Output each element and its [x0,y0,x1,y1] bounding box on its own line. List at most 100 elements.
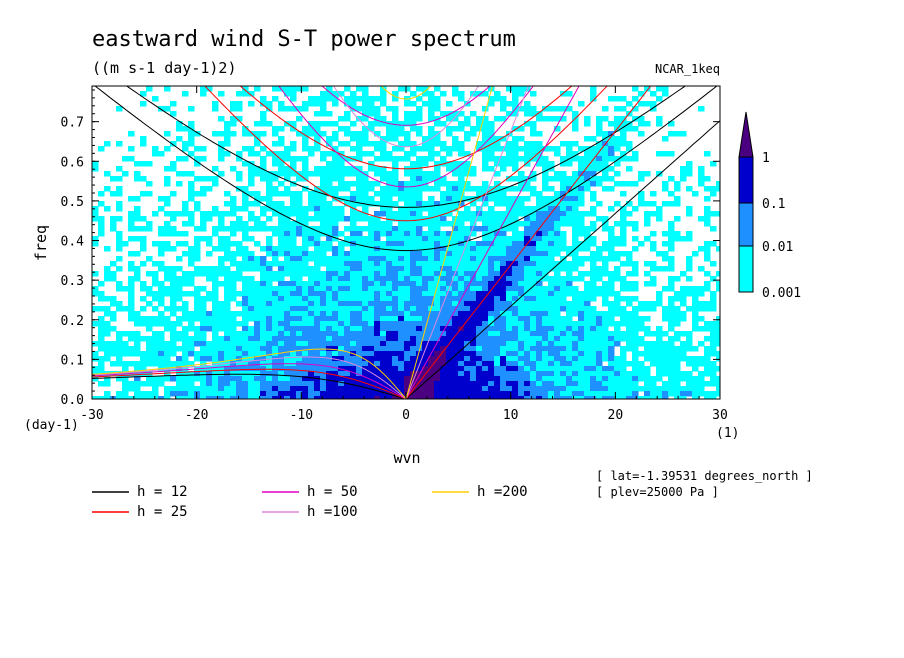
heatmap-cell [224,301,231,307]
heatmap-cell [188,291,195,297]
heatmap-cell [134,311,141,317]
heatmap-cell [230,261,237,267]
heatmap-cell [374,331,381,337]
heatmap-cell [494,271,501,277]
heatmap-cell [266,286,273,292]
heatmap-cell [356,331,363,337]
heatmap-cell [194,396,201,399]
heatmap-cell [422,141,429,147]
heatmap-cell [536,316,543,322]
heatmap-cell [404,241,411,247]
heatmap-cell [326,341,333,347]
heatmap-cell [518,231,525,237]
heatmap-cell [290,271,297,277]
heatmap-cell [410,301,417,307]
heatmap-cell [398,221,405,227]
heatmap-cell [560,326,567,332]
heatmap-cell [188,171,195,177]
heatmap-cell [344,396,351,399]
heatmap-cell [530,346,537,352]
heatmap-cell [110,271,117,277]
heatmap-cell [290,156,297,162]
heatmap-cell [572,221,579,227]
heatmap-cell [494,216,501,222]
heatmap-cell [554,391,561,397]
heatmap-cell [602,301,609,307]
heatmap-cell [482,106,489,112]
heatmap-cell [542,201,549,207]
heatmap-cell [644,171,651,177]
heatmap-cell [458,91,465,97]
heatmap-cell [542,246,549,252]
heatmap-cell [290,306,297,312]
heatmap-cell [230,201,237,207]
heatmap-cell [302,146,309,152]
heatmap-cell [644,261,651,267]
heatmap-cell [470,376,477,382]
heatmap-cell [284,371,291,377]
heatmap-cell [128,396,135,399]
heatmap-cell [320,201,327,207]
heatmap-cell [410,346,417,352]
heatmap-cell [464,391,471,397]
heatmap-cell [122,381,129,387]
heatmap-cell [710,186,717,192]
heatmap-cell [296,176,303,182]
heatmap-cell [314,341,321,347]
heatmap-cell [116,201,123,207]
heatmap-cell [542,316,549,322]
heatmap-cell [626,261,633,267]
heatmap-cell [176,256,183,262]
heatmap-cell [284,341,291,347]
heatmap-cell [656,336,663,342]
heatmap-cell [560,221,567,227]
heatmap-cell [188,121,195,127]
heatmap-cell [296,261,303,267]
heatmap-cell [482,391,489,397]
heatmap-cell [644,221,651,227]
heatmap-cell [686,331,693,337]
heatmap-cell [350,121,357,127]
heatmap-cell [242,366,249,372]
heatmap-cell [332,346,339,352]
heatmap-cell [458,226,465,232]
heatmap-cell [320,271,327,277]
heatmap-cell [512,291,519,297]
heatmap-cell [440,251,447,257]
heatmap-cell [470,371,477,377]
heatmap-cell [710,226,717,232]
heatmap-cell [470,251,477,257]
heatmap-cell [380,266,387,272]
heatmap-cell [368,321,375,327]
heatmap-cell [230,356,237,362]
heatmap-cell [380,176,387,182]
heatmap-cell [212,371,219,377]
heatmap-cell [416,251,423,257]
heatmap-cell [446,356,453,362]
heatmap-cell [428,131,435,137]
heatmap-cell [458,201,465,207]
heatmap-cell [410,296,417,302]
heatmap-cell [296,311,303,317]
heatmap-cell [188,386,195,392]
heatmap-cell [578,381,585,387]
heatmap-cell [404,151,411,157]
heatmap-cell [410,386,417,392]
heatmap-cell [218,391,225,397]
heatmap-cell [680,311,687,317]
heatmap-cell [194,331,201,337]
heatmap-cell [572,141,579,147]
heatmap-cell [446,186,453,192]
heatmap-cell [644,386,651,392]
heatmap-cell [470,341,477,347]
heatmap-cell [464,301,471,307]
heatmap-cell [230,296,237,302]
heatmap-cell [584,316,591,322]
heatmap-cell [248,171,255,177]
heatmap-cell [356,336,363,342]
heatmap-cell [416,236,423,242]
heatmap-cell [500,216,507,222]
heatmap-cell [494,191,501,197]
heatmap-cell [326,171,333,177]
heatmap-cell [590,311,597,317]
